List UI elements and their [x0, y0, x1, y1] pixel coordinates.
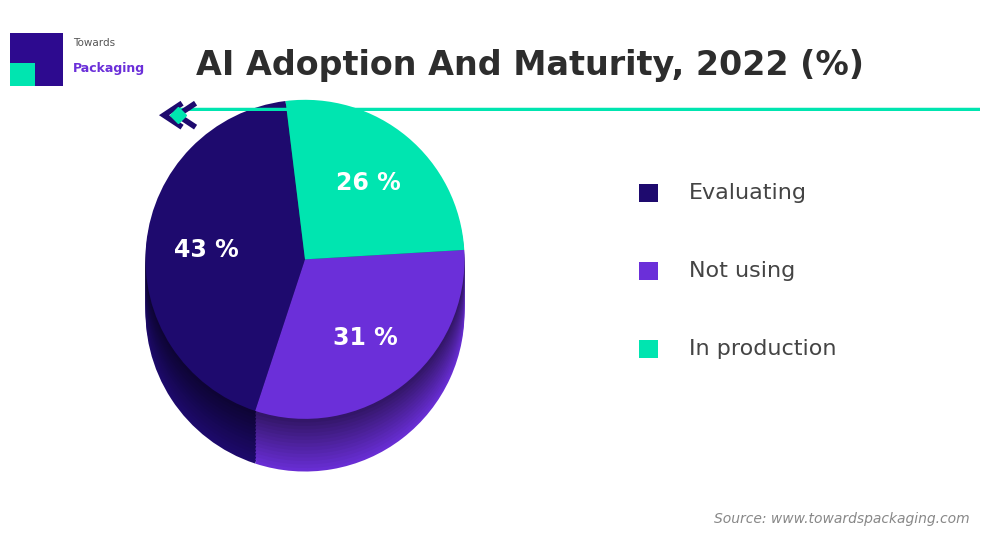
Wedge shape — [286, 149, 464, 308]
Bar — [10, 63, 35, 86]
Wedge shape — [255, 260, 465, 429]
Wedge shape — [286, 118, 464, 277]
Wedge shape — [145, 101, 305, 411]
Text: 31 %: 31 % — [333, 326, 398, 350]
Wedge shape — [145, 119, 305, 428]
Wedge shape — [145, 133, 305, 442]
Wedge shape — [145, 143, 305, 453]
Wedge shape — [145, 108, 305, 418]
Wedge shape — [145, 129, 305, 439]
Text: AI Adoption And Maturity, 2022 (%): AI Adoption And Maturity, 2022 (%) — [196, 49, 864, 82]
Wedge shape — [255, 299, 465, 468]
Wedge shape — [255, 274, 465, 443]
Wedge shape — [145, 126, 305, 435]
Wedge shape — [286, 124, 464, 284]
Wedge shape — [286, 135, 464, 294]
Wedge shape — [255, 292, 465, 461]
Bar — [10, 33, 63, 86]
Wedge shape — [255, 288, 465, 457]
Text: Towards: Towards — [73, 38, 115, 48]
Wedge shape — [145, 150, 305, 460]
Text: Source: www.towardspackaging.com: Source: www.towardspackaging.com — [714, 512, 970, 526]
Wedge shape — [255, 271, 465, 440]
Text: Not using: Not using — [689, 261, 795, 281]
Wedge shape — [145, 122, 305, 432]
Wedge shape — [286, 104, 464, 263]
Text: Packaging: Packaging — [73, 62, 145, 75]
Wedge shape — [255, 285, 465, 454]
Wedge shape — [286, 107, 464, 266]
Wedge shape — [145, 136, 305, 446]
Text: 43 %: 43 % — [174, 238, 239, 262]
Text: In production: In production — [689, 339, 837, 359]
Wedge shape — [145, 105, 305, 415]
Wedge shape — [255, 295, 465, 464]
Wedge shape — [286, 131, 464, 291]
Text: Evaluating: Evaluating — [689, 183, 807, 203]
Bar — [639, 184, 658, 202]
Bar — [639, 262, 658, 280]
Wedge shape — [286, 111, 464, 270]
Wedge shape — [286, 142, 464, 301]
Wedge shape — [286, 121, 464, 280]
Wedge shape — [286, 100, 464, 259]
Wedge shape — [145, 140, 305, 449]
Wedge shape — [255, 254, 465, 422]
Bar — [639, 340, 658, 358]
Wedge shape — [145, 153, 305, 463]
Wedge shape — [255, 257, 465, 426]
Wedge shape — [145, 115, 305, 425]
Wedge shape — [286, 145, 464, 305]
Wedge shape — [286, 152, 464, 312]
Wedge shape — [145, 147, 305, 456]
Wedge shape — [145, 112, 305, 422]
Wedge shape — [286, 114, 464, 273]
Text: 26 %: 26 % — [336, 171, 401, 195]
Wedge shape — [286, 128, 464, 287]
Wedge shape — [255, 267, 465, 436]
Wedge shape — [255, 278, 465, 447]
Wedge shape — [255, 250, 465, 419]
Wedge shape — [255, 281, 465, 450]
Wedge shape — [255, 302, 465, 472]
Wedge shape — [255, 264, 465, 433]
Wedge shape — [286, 138, 464, 298]
